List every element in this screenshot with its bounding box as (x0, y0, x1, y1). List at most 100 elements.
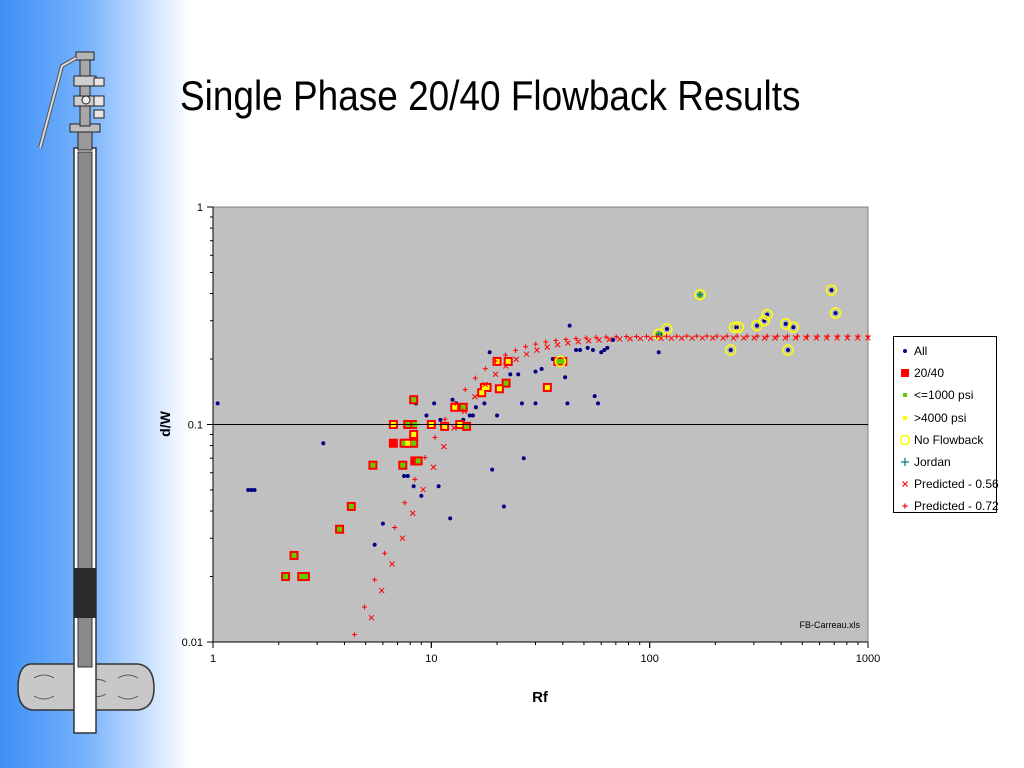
legend-item-jordan: Jordan (898, 451, 996, 473)
data-point-predicted-0-72 (805, 333, 811, 339)
plus-marker-icon (898, 455, 912, 469)
data-point-no-flowback (724, 344, 737, 356)
data-point-all (596, 401, 601, 406)
data-point-1000-psi (299, 574, 305, 580)
data-point-predicted-0-56 (699, 335, 706, 341)
data-point-1000-psi (411, 440, 417, 446)
data-point-predicted-0-56 (389, 561, 395, 567)
data-point-all (592, 394, 597, 399)
data-point-all (448, 516, 453, 521)
data-point-no-flowback (779, 318, 792, 330)
packer-block (74, 568, 96, 618)
data-point-all (321, 441, 326, 446)
data-point-predicted-0-72 (835, 333, 841, 339)
data-point-predicted-0-72 (583, 335, 589, 341)
data-point-all (521, 456, 526, 461)
data-point-predicted-0-56 (378, 587, 385, 594)
data-point-jordan (696, 291, 703, 298)
data-point-all (539, 366, 544, 371)
data-point-predicted-0-72 (684, 333, 690, 339)
data-point-predicted-0-56 (430, 464, 437, 471)
data-point-predicted-0-72 (774, 333, 780, 339)
data-point-all (519, 401, 524, 406)
data-point-all (405, 473, 410, 478)
data-point-predicted-0-56 (689, 335, 695, 341)
data-point-1000-psi (348, 503, 354, 509)
data-point-all (605, 345, 610, 350)
data-point-predicted-0-72 (593, 334, 599, 340)
data-point-all (533, 369, 538, 374)
data-point-1000-psi (291, 552, 297, 558)
legend-item-all: All (898, 340, 996, 362)
data-point-predicted-0-56 (440, 443, 447, 450)
data-point-all (402, 473, 407, 478)
data-point-all (585, 345, 590, 350)
data-point-predicted-0-72 (392, 525, 398, 531)
data-point-all (754, 323, 759, 328)
data-point-predicted-0-72 (694, 333, 700, 339)
data-point-predicted-0-72 (472, 375, 478, 381)
data-point-all (424, 413, 429, 418)
data-point-no-flowback (761, 308, 773, 321)
y-tick-label: 1 (197, 202, 203, 214)
data-point-4000-psi (442, 423, 448, 429)
x-tick-label: 1 (210, 653, 216, 665)
x-tick-label: 100 (640, 653, 658, 665)
data-point-predicted-0-56 (534, 347, 540, 354)
data-point-predicted-0-56 (451, 425, 458, 431)
data-point-predicted-0-56 (513, 356, 520, 363)
data-point-predicted-0-56 (544, 344, 551, 350)
data-point-predicted-0-56 (616, 336, 623, 342)
ring-marker-icon (898, 433, 912, 447)
data-point-predicted-0-56 (471, 393, 478, 400)
data-point-1000-psi (337, 526, 343, 532)
data-point-1000-psi (400, 462, 406, 468)
data-point-predicted-0-56 (596, 337, 602, 343)
data-point-predicted-0-72 (442, 416, 448, 422)
data-point-1000-psi (411, 397, 417, 403)
data-point-predicted-0-56 (575, 338, 582, 345)
data-point-predicted-0-56 (658, 335, 664, 342)
legend-label: Jordan (914, 455, 951, 470)
wellbore-illustration (17, 51, 155, 734)
x-tick-label: 1000 (856, 653, 880, 665)
data-point-4000-psi (481, 384, 487, 390)
data-point-all (450, 397, 455, 402)
x-axis-title: Rf (532, 689, 549, 706)
chart-legend: All 20/40 <=1000 psi >4000 psi No Flowba… (893, 336, 999, 513)
data-point-predicted-0-72 (795, 333, 801, 339)
data-point-predicted-0-72 (563, 336, 569, 342)
data-point-all (656, 350, 661, 355)
data-point-all (246, 487, 251, 492)
data-point-predicted-0-72 (714, 333, 720, 339)
data-point-predicted-0-72 (452, 400, 458, 406)
data-point-predicted-0-72 (603, 334, 609, 340)
data-point-all (490, 467, 495, 472)
data-point-all (436, 484, 441, 489)
tubing (77, 151, 93, 668)
data-point-1000-psi (460, 404, 466, 410)
data-point-20-40 (388, 438, 398, 448)
data-point-predicted-0-72 (492, 358, 498, 364)
data-point-predicted-0-56 (523, 351, 530, 358)
data-point-all (602, 348, 607, 353)
data-point-all (411, 484, 416, 489)
data-point-predicted-0-56 (368, 614, 375, 621)
data-point-predicted-0-56 (420, 486, 426, 493)
data-point-predicted-0-56 (461, 408, 468, 415)
data-point-all (516, 372, 521, 377)
data-point-predicted-0-72 (372, 577, 378, 583)
data-point-all (599, 350, 604, 355)
x-marker-icon (898, 477, 912, 491)
data-point-no-flowback (825, 284, 838, 296)
data-point-predicted-0-72 (573, 335, 579, 341)
data-point-predicted-0-72 (764, 333, 770, 339)
data-point-all (611, 337, 616, 342)
source-annotation: FB-Carreau.xls (799, 620, 860, 630)
data-point-predicted-0-72 (784, 333, 790, 339)
data-point-predicted-0-72 (674, 333, 680, 339)
data-point-predicted-0-72 (734, 333, 740, 339)
data-point-all (372, 542, 377, 547)
data-point-all (482, 401, 487, 406)
data-point-predicted-0-72 (613, 334, 619, 340)
